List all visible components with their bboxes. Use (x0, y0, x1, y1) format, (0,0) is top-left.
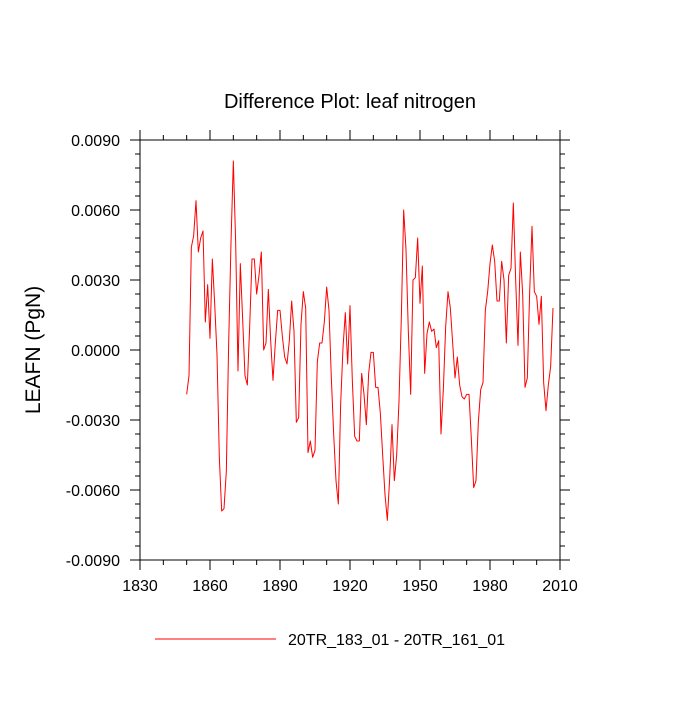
legend: 20TR_183_01 - 20TR_161_01 (155, 632, 505, 649)
series-lines (186, 160, 554, 521)
x-tick-label: 1860 (192, 578, 228, 595)
x-tick-label: 1950 (402, 578, 438, 595)
x-tick-label: 1980 (472, 578, 508, 595)
y-tick-label: 0.0060 (71, 203, 120, 220)
y-tick-label: 0.0030 (71, 273, 120, 290)
y-axis-label: LEAFN (PgN) (22, 286, 45, 414)
y-tick-label: -0.0030 (66, 413, 120, 430)
y-tick-label: -0.0060 (66, 483, 120, 500)
x-tick-label: 1890 (262, 578, 298, 595)
y-tick-label: 0.0090 (71, 133, 120, 150)
y-tick-label: 0.0000 (71, 343, 120, 360)
x-tick-label: 1830 (122, 578, 158, 595)
series-line-0 (186, 160, 554, 521)
axis-ticks: 1830 1860 1890 1920 1950 1980 2010 -0.0090 -0.00… (66, 130, 578, 595)
x-tick-label: 2010 (542, 578, 578, 595)
plot-border (139, 139, 561, 561)
x-tick-label: 1920 (332, 578, 368, 595)
y-tick-label: -0.0090 (66, 553, 120, 570)
legend-label: 20TR_183_01 - 20TR_161_01 (288, 632, 505, 649)
chart-title: Difference Plot: leaf nitrogen (224, 91, 476, 113)
axes-frame (139, 139, 561, 561)
